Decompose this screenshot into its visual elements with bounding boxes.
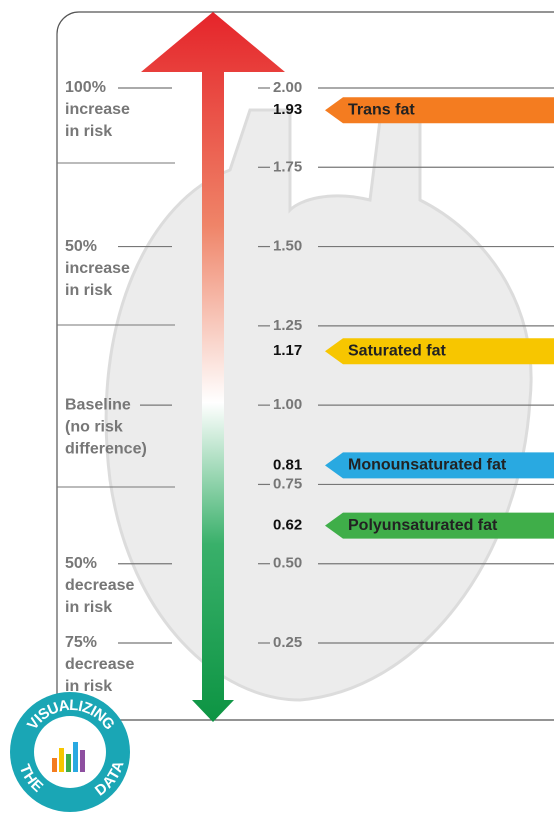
annotation: difference) — [65, 440, 147, 457]
annotation: increase — [65, 101, 130, 118]
value-label: 0.62 — [273, 517, 302, 534]
y-tick-label: 1.00 — [273, 396, 302, 413]
annotation: in risk — [65, 599, 112, 616]
y-tick-label: 2.00 — [273, 79, 302, 96]
badge-inner — [34, 716, 106, 788]
value-label: 1.93 — [273, 101, 302, 118]
marker-label: Saturated fat — [348, 342, 446, 359]
annotation: 50% — [65, 238, 97, 255]
badge: VISUALIZING THE DATA — [10, 692, 130, 812]
annotation: increase — [65, 260, 130, 277]
annotation: in risk — [65, 123, 112, 140]
annotation: Baseline — [65, 396, 131, 413]
badge-icon — [59, 748, 64, 772]
badge-icon — [52, 758, 57, 772]
marker-label: Polyunsaturated fat — [348, 517, 498, 534]
chart: 2.00 1.75 1.50 1.25 1.00 0.75 0.50 0.25 100% incr… — [0, 0, 554, 815]
marker-label: Trans fat — [348, 101, 415, 118]
value-label: 1.17 — [273, 342, 302, 359]
badge-icon — [66, 754, 71, 772]
annotation: decrease — [65, 656, 134, 673]
page: {"chart_data": { "type": "risk-scale", "… — [0, 0, 554, 815]
y-tick-label: 0.50 — [273, 555, 302, 572]
badge-icon — [73, 742, 78, 772]
value-label: 0.81 — [273, 456, 302, 473]
y-tick-label: 0.25 — [273, 634, 302, 651]
annotation: 75% — [65, 634, 97, 651]
annotation: 50% — [65, 555, 97, 572]
annotation: 100% — [65, 79, 106, 96]
annotation: in risk — [65, 282, 112, 299]
annotation: decrease — [65, 577, 134, 594]
annotation: (no risk — [65, 418, 123, 435]
y-tick-label: 0.75 — [273, 475, 302, 492]
marker-label: Monounsaturated fat — [348, 457, 507, 474]
y-tick-label: 1.25 — [273, 317, 302, 334]
y-tick-label: 1.75 — [273, 158, 302, 175]
badge-icon — [80, 750, 85, 772]
y-tick-label: 1.50 — [273, 238, 302, 255]
